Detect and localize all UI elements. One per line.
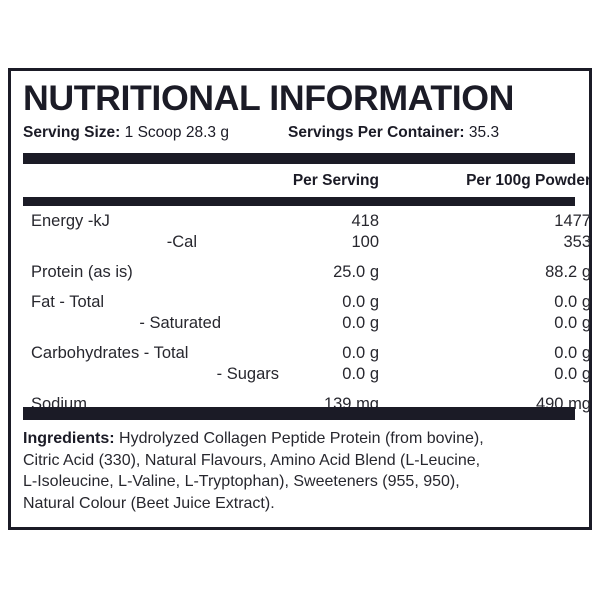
ingredients-line: Citric Acid (330), Natural Flavours, Ami… bbox=[23, 451, 481, 469]
serving-info-row: Serving Size: 1 Scoop 28.3 g Servings Pe… bbox=[23, 123, 583, 143]
row-value-per-serving: 0.0 g bbox=[342, 344, 379, 362]
servings-per-container-group: Servings Per Container: 35.3 bbox=[288, 123, 499, 143]
serving-size-label: Serving Size: bbox=[23, 124, 121, 141]
table-column-headers: Per Serving Per 100g Powder bbox=[23, 170, 591, 192]
column-header-per-serving: Per Serving bbox=[292, 172, 379, 189]
divider-rule-middle bbox=[23, 197, 575, 206]
row-value-per-100g: 0.0 g bbox=[554, 365, 591, 383]
row-label: Fat - Total bbox=[31, 293, 105, 311]
divider-rule-bottom bbox=[23, 407, 575, 420]
table-row: -Cal 100 353 bbox=[23, 232, 591, 253]
table-row: Energy -kJ 418 1477 bbox=[23, 211, 591, 232]
servings-per-container-label: Servings Per Container: bbox=[288, 124, 465, 141]
ingredients-heading: Ingredients: bbox=[23, 430, 115, 447]
table-row: Protein (as is) 25.0 g 88.2 g bbox=[23, 262, 591, 283]
row-value-per-100g: 0.0 g bbox=[554, 293, 591, 311]
row-label: - Saturated bbox=[139, 314, 221, 332]
table-row: - Saturated 0.0 g 0.0 g bbox=[23, 313, 591, 334]
ingredients-line: Natural Colour (Beet Juice Extract). bbox=[23, 494, 275, 512]
row-value-per-serving: 100 bbox=[351, 233, 379, 251]
row-value-per-serving: 418 bbox=[351, 212, 379, 230]
row-value-per-100g: 1477 bbox=[554, 212, 591, 230]
ingredients-line: Ingredients: Hydrolyzed Collagen Peptide… bbox=[23, 428, 579, 450]
row-label: -Cal bbox=[166, 233, 197, 251]
ingredients-text: Hydrolyzed Collagen Peptide Protein (fro… bbox=[119, 430, 484, 447]
row-label: - Sugars bbox=[216, 365, 279, 383]
ingredients-block: Ingredients: Hydrolyzed Collagen Peptide… bbox=[23, 428, 579, 514]
table-row: - Sugars 0.0 g 0.0 g bbox=[23, 364, 591, 385]
nutrition-facts-panel: NUTRITIONAL INFORMATION Serving Size: 1 … bbox=[8, 68, 592, 530]
row-value-per-100g: 0.0 g bbox=[554, 344, 591, 362]
row-value-per-serving: 25.0 g bbox=[333, 263, 379, 281]
row-label: Protein (as is) bbox=[31, 263, 133, 281]
row-value-per-serving: 0.0 g bbox=[342, 314, 379, 332]
column-header-per-100g: Per 100g Powder bbox=[466, 172, 591, 189]
servings-per-container-value: 35.3 bbox=[468, 124, 500, 141]
row-value-per-serving: 0.0 g bbox=[342, 365, 379, 383]
row-label: Carbohydrates - Total bbox=[31, 344, 189, 362]
row-value-per-100g: 88.2 g bbox=[545, 263, 591, 281]
table-row: Fat - Total 0.0 g 0.0 g bbox=[23, 292, 591, 313]
serving-size-value: 1 Scoop 28.3 g bbox=[124, 124, 229, 141]
nutrition-table: Energy -kJ 418 1477 -Cal 100 353 Protein… bbox=[23, 211, 591, 415]
row-value-per-100g: 0.0 g bbox=[554, 314, 591, 332]
row-value-per-100g: 353 bbox=[563, 233, 591, 251]
ingredients-line: L-Isoleucine, L-Valine, L-Tryptophan), S… bbox=[23, 473, 460, 490]
row-value-per-serving: 0.0 g bbox=[342, 293, 379, 311]
page-title: NUTRITIONAL INFORMATION bbox=[23, 79, 515, 118]
row-label: Energy -kJ bbox=[31, 212, 110, 230]
divider-rule-top bbox=[23, 153, 575, 164]
table-row: Carbohydrates - Total 0.0 g 0.0 g bbox=[23, 343, 591, 364]
serving-size-group: Serving Size: 1 Scoop 28.3 g bbox=[23, 123, 229, 143]
